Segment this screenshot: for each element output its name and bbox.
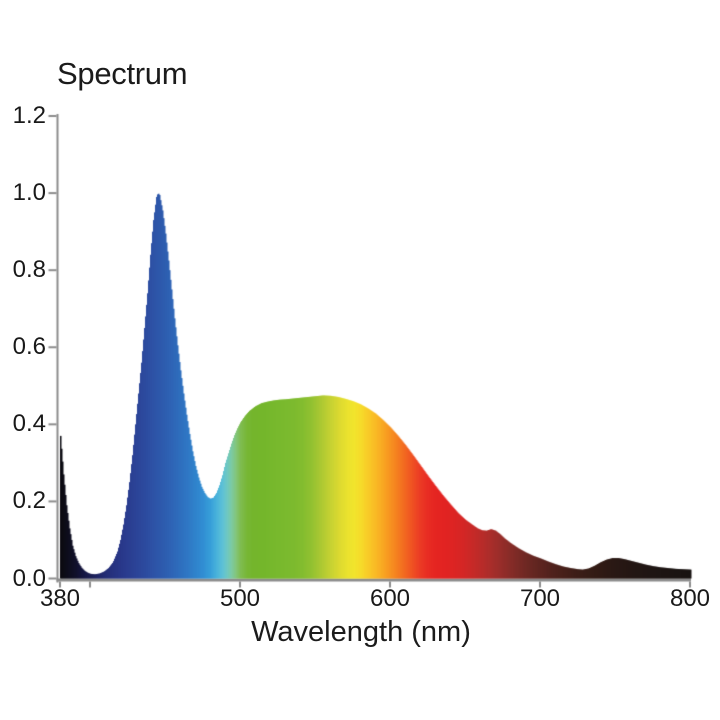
y-tick-label: 0.0 — [12, 564, 46, 592]
y-tick-label: 0.6 — [12, 333, 46, 361]
x-tick-label: 500 — [219, 585, 261, 612]
y-tick-label: 1.2 — [12, 102, 46, 130]
y-tick-label: 0.4 — [12, 410, 46, 438]
y-tick-label: 1.0 — [12, 179, 46, 207]
y-tick-label: 0.2 — [12, 487, 46, 515]
y-tick-label: 0.8 — [12, 256, 46, 284]
x-tick-label: 700 — [519, 585, 561, 612]
x-tick-label: 600 — [369, 585, 411, 612]
x-axis-title: Wavelength (nm) — [251, 616, 471, 648]
x-tick-label: 380 — [39, 585, 81, 612]
x-tick-label: 800 — [669, 585, 711, 612]
